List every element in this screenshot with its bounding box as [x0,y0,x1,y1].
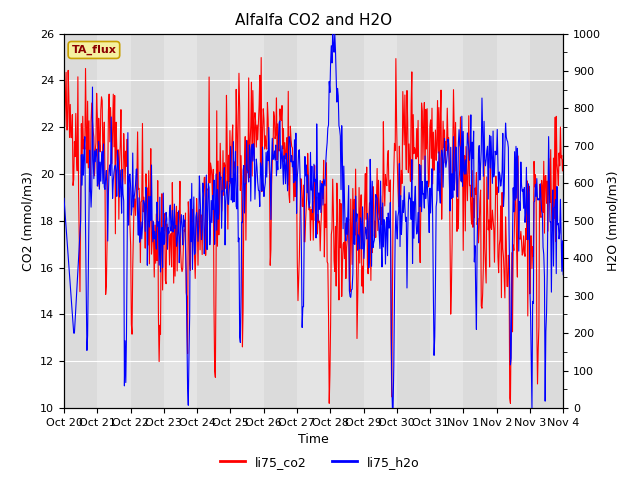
Bar [264,34,297,408]
Bar [364,34,397,408]
Bar [64,34,97,408]
Y-axis label: H2O (mmol/m3): H2O (mmol/m3) [607,170,620,271]
X-axis label: Time: Time [298,433,329,446]
Bar [164,34,197,408]
Bar [131,34,164,408]
Bar [563,34,596,408]
Title: Alfalfa CO2 and H2O: Alfalfa CO2 and H2O [235,13,392,28]
Bar [230,34,264,408]
Bar [197,34,230,408]
Text: TA_flux: TA_flux [72,45,116,55]
Bar [330,34,364,408]
Legend: li75_co2, li75_h2o: li75_co2, li75_h2o [215,451,425,474]
Bar [530,34,563,408]
Bar [97,34,131,408]
Bar [297,34,330,408]
Bar [397,34,430,408]
Bar [430,34,463,408]
Bar [497,34,530,408]
Bar [463,34,497,408]
Y-axis label: CO2 (mmol/m3): CO2 (mmol/m3) [22,171,35,271]
